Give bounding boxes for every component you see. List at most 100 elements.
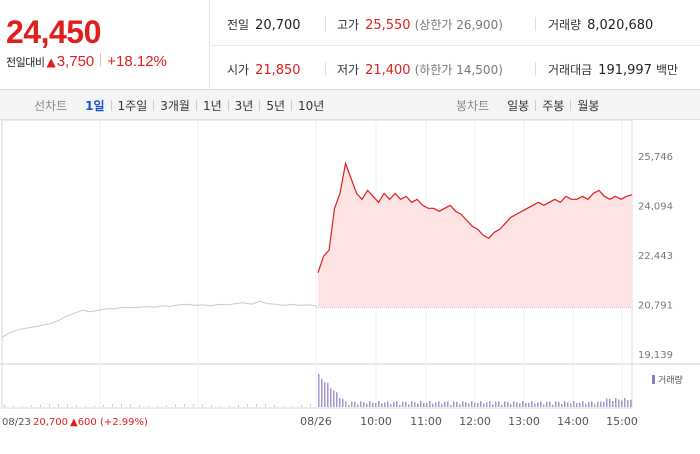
stat-prev-close: 전일 20,700: [227, 18, 301, 33]
volume-bar: [345, 401, 347, 407]
volume-bar: [339, 398, 341, 407]
volume-bar: [375, 403, 377, 407]
volume-bar: [157, 405, 158, 407]
period-1y[interactable]: 1년: [202, 98, 222, 113]
volume-bar: [522, 401, 524, 407]
volume-bar: [543, 404, 545, 407]
volume-bar: [396, 401, 398, 407]
volume-bar: [378, 401, 380, 407]
volume-bar: [552, 404, 554, 407]
volume-bar: [121, 404, 122, 407]
volume-bar: [420, 401, 422, 407]
volume-bar: [426, 402, 428, 407]
divider: [100, 53, 102, 66]
volume-bar: [438, 401, 440, 407]
volume-bar: [76, 404, 77, 407]
stat-volume: 거래량 8,020,680: [548, 18, 654, 33]
volume-bar: [351, 401, 353, 407]
volume-bar: [49, 404, 50, 407]
period-3y[interactable]: 3년: [234, 98, 254, 113]
volume-bar: [348, 404, 350, 407]
period-10y[interactable]: 10년: [298, 98, 325, 113]
volume-bar: [561, 404, 563, 407]
volume-bar: [606, 398, 608, 407]
volume-bar: [486, 402, 488, 407]
volume-bar: [148, 405, 149, 407]
price-chart[interactable]: 25,746 24,094 22,443 20,791 19,139 거래량 08/26 10…: [0, 119, 700, 450]
volume-bar: [621, 400, 623, 407]
volume-bar: [618, 399, 620, 407]
candle-monthly[interactable]: 월봉: [577, 98, 600, 113]
volume-bar: [582, 401, 584, 407]
volume-bar: [597, 401, 599, 407]
divider: [325, 17, 326, 31]
volume-bar: [321, 378, 323, 407]
volume-bar: [489, 401, 491, 407]
volume-bar: [459, 404, 461, 407]
volume-bar: [624, 398, 626, 407]
price-chart-svg: 25,746 24,094 22,443 20,791 19,139 거래량 08/26 10…: [0, 119, 700, 428]
volume-bar: [435, 402, 437, 407]
price-change: 전일대비 ▲ 3,750 +18.12%: [6, 53, 167, 70]
volume-bar: [417, 403, 419, 407]
change-value: 3,750: [56, 53, 95, 70]
volume-bar: [564, 401, 566, 407]
volume-bar: [360, 401, 362, 407]
volume-bar: [480, 401, 482, 407]
volume-bar: [423, 402, 425, 407]
volume-bar: [292, 405, 293, 407]
volume-bar: [342, 398, 344, 407]
x-tick-label: 10:00: [360, 415, 392, 428]
volume-bar: [576, 403, 578, 407]
volume-bar: [612, 401, 614, 407]
volume-bar: [492, 404, 494, 407]
volume-bar: [399, 404, 401, 407]
period-1d[interactable]: 1일: [85, 98, 105, 113]
volume-bar: [229, 405, 230, 407]
period-5y[interactable]: 5년: [266, 98, 286, 113]
volume-bar: [540, 401, 542, 407]
volume-bar: [414, 402, 416, 407]
volume-bar: [402, 401, 404, 407]
y-tick-label: 25,746: [638, 152, 673, 163]
volume-bar: [274, 404, 275, 407]
volume-bar: [238, 404, 239, 407]
volume-bar: [333, 390, 335, 407]
period-1w[interactable]: 1주일: [117, 98, 148, 113]
volume-bar: [202, 404, 203, 407]
volume-bar: [405, 401, 407, 407]
stat-open: 시가 21,850: [227, 63, 301, 78]
volume-bar: [411, 401, 413, 407]
x-tick-label: 11:00: [410, 415, 442, 428]
change-percent: +18.12%: [107, 53, 167, 70]
divider: [211, 45, 700, 46]
y-tick-label: 20,791: [638, 300, 673, 311]
stat-trade-value: 거래대금 191,997 백만: [548, 63, 679, 78]
volume-bar: [474, 402, 476, 407]
volume-bar: [408, 404, 410, 407]
candle-daily[interactable]: 일봉: [507, 98, 530, 113]
volume-bar: [393, 401, 395, 407]
volume-bar: [555, 401, 557, 407]
volume-bar: [112, 404, 113, 407]
volume-bar: [591, 401, 593, 407]
x-tick-label: 12:00: [459, 415, 491, 428]
volume-bar: [501, 404, 503, 407]
volume-bar: [94, 405, 95, 407]
divider: [535, 17, 536, 31]
volume-bar: [453, 401, 455, 407]
volume-bar: [130, 404, 131, 407]
volume-bar: [585, 403, 587, 407]
volume-bar: [549, 401, 551, 407]
period-3m[interactable]: 3개월: [160, 98, 190, 113]
volume-bar: [630, 399, 632, 407]
volume-bar: [184, 404, 185, 407]
y-tick-label: 19,139: [638, 350, 673, 361]
volume-bar: [579, 402, 581, 407]
volume-bar: [372, 402, 374, 407]
stat-low: 저가 21,400 (하한가 14,500): [337, 63, 503, 78]
volume-bar: [504, 401, 506, 407]
volume-bar: [387, 401, 389, 407]
volume-bar: [558, 401, 560, 407]
candle-weekly[interactable]: 주봉: [542, 98, 565, 113]
